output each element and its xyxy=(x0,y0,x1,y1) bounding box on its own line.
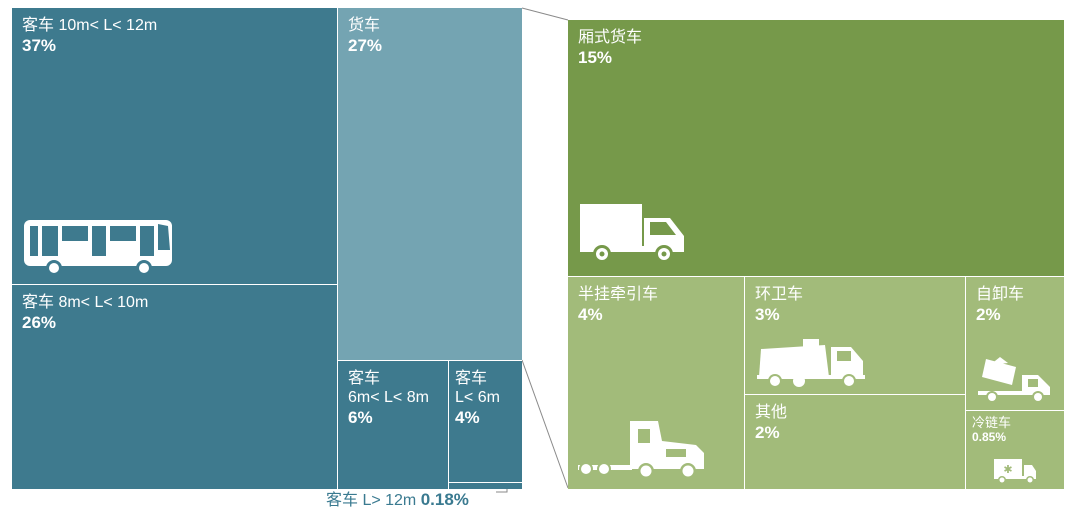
cell-percent: 4% xyxy=(455,408,480,427)
cell-bus-10-12m: 客车 10m< L< 12m 37% xyxy=(12,8,338,285)
cell-percent: 37% xyxy=(22,36,57,55)
footer-title: 客车 L> 12m xyxy=(326,492,417,509)
cell-title: 其他 xyxy=(755,404,788,421)
cell-label: 环卫车 3% xyxy=(755,285,803,326)
semi-truck-icon xyxy=(578,421,704,479)
cell-semi-trailer-tractor: 半挂牵引车 4% xyxy=(568,277,745,489)
cell-bus-lt-6m: 客车 L< 6m 4% xyxy=(449,361,522,483)
cell-label: 客车 10m< L< 12m 37% xyxy=(22,16,157,57)
cell-label: 货车 27% xyxy=(348,16,382,57)
cell-title: 客车 xyxy=(348,370,381,387)
cell-title: 环卫车 xyxy=(755,286,804,303)
footer-percent: 0.18% xyxy=(420,490,469,509)
cell-title: 半挂牵引车 xyxy=(578,286,659,303)
cell-bus-gt-12m xyxy=(449,483,522,489)
bus-icon xyxy=(24,220,172,276)
cell-cold-chain-truck: 冷链车 0.85% ✱ xyxy=(966,411,1064,489)
sweeper-truck-icon xyxy=(757,339,865,388)
cell-title: 冷链车 xyxy=(972,415,1012,430)
cell-bus-8-10m: 客车 8m< L< 10m 26% xyxy=(12,285,338,489)
cell-percent: 27% xyxy=(348,36,383,55)
cell-label: 半挂牵引车 4% xyxy=(578,285,658,326)
cell-title: 自卸车 xyxy=(976,286,1025,303)
cell-dump-truck: 自卸车 2% xyxy=(966,277,1064,411)
cell-label: 冷链车 0.85% xyxy=(972,415,1011,445)
cell-sanitation-truck: 环卫车 3% xyxy=(745,277,966,395)
cell-title: 货车 xyxy=(348,17,381,34)
footer-label-bus-gt-12m: 客车 L> 12m 0.18% xyxy=(326,490,469,511)
cell-percent: 4% xyxy=(578,305,603,324)
cell-percent: 2% xyxy=(755,423,780,442)
box-truck-icon xyxy=(580,204,684,263)
cell-percent: 15% xyxy=(578,48,613,67)
connector-line-bottom xyxy=(521,359,569,489)
cell-box-truck: 厢式货车 15% xyxy=(568,20,1064,277)
snowflake-icon: ✱ xyxy=(1003,463,1012,476)
cell-label: 客车 6m< L< 8m 6% xyxy=(348,369,429,429)
cell-title: 厢式货车 xyxy=(578,29,643,46)
cell-other: 其他 2% xyxy=(745,395,966,489)
cell-percent: 3% xyxy=(755,305,780,324)
refrigerated-truck-icon: ✱ xyxy=(994,459,1036,484)
cell-label: 厢式货车 15% xyxy=(578,28,642,69)
cell-label: 自卸车 2% xyxy=(976,285,1024,326)
cell-label: 客车 L< 6m 4% xyxy=(455,369,500,429)
dump-truck-icon xyxy=(978,357,1050,403)
cell-label: 其他 2% xyxy=(755,403,787,444)
cell-percent: 0.85% xyxy=(972,430,1007,444)
cell-bus-6-8m: 客车 6m< L< 8m 6% xyxy=(338,361,449,489)
cell-title: 客车 xyxy=(455,370,488,387)
cell-subtitle: 6m< L< 8m xyxy=(348,389,429,406)
cell-title: 客车 10m< L< 12m xyxy=(22,17,158,34)
cell-truck: 货车 27% xyxy=(338,8,522,361)
cell-label: 客车 8m< L< 10m 26% xyxy=(22,293,148,334)
cell-percent: 2% xyxy=(976,305,1001,324)
cell-subtitle: L< 6m xyxy=(455,389,500,406)
cell-percent: 6% xyxy=(348,408,373,427)
cell-percent: 26% xyxy=(22,313,57,332)
connector-line-top xyxy=(521,7,569,21)
cell-title: 客车 8m< L< 10m xyxy=(22,294,149,311)
